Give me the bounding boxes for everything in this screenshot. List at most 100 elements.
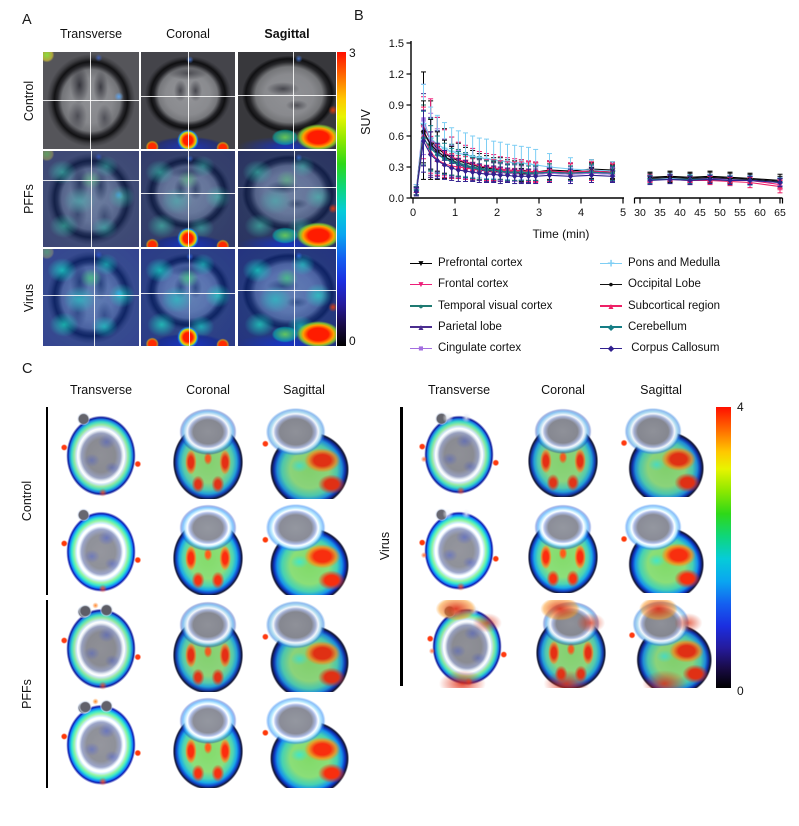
- crosshair-vertical: [293, 249, 295, 346]
- pet-mri-image-pffs-transverse: [43, 151, 139, 247]
- crosshair-horizontal: [238, 94, 336, 96]
- pet-ct-image-virus-sagittal: [617, 503, 705, 593]
- svg-text:SUV: SUV: [359, 108, 373, 134]
- panel-a-column-header: Sagittal: [264, 27, 310, 41]
- panel-c-group-bar-control: [46, 407, 48, 595]
- pet-ct-image-control-coronal: [163, 407, 253, 499]
- panel-c-colorbar: [716, 407, 731, 688]
- panel-c-right-column-header: Sagittal: [640, 383, 682, 397]
- panel-b-chart-area: 0.0 0.3 0.6 0.9 1.2 1.5 0 1 2 3 4 5 30 35 40 45 50 55 60 65…: [350, 0, 799, 250]
- crosshair-horizontal: [238, 186, 336, 188]
- legend-marker-icon: ■: [410, 342, 432, 354]
- legend-line: [600, 262, 622, 265]
- svg-text:1.2: 1.2: [389, 69, 404, 81]
- legend-marker-icon: ▲: [410, 321, 432, 333]
- pet-ct-image-virus-coronal: [518, 503, 608, 593]
- pet-mri-image-virus-coronal: [141, 249, 235, 346]
- legend-line: [600, 326, 622, 328]
- panel-c-left-column-header: Coronal: [186, 383, 230, 397]
- svg-text:60: 60: [754, 207, 766, 219]
- legend-item-cerebellum: ◆ Cerebellum: [600, 318, 687, 336]
- tri-down-icon: ▼: [416, 279, 426, 290]
- legend-line: [600, 305, 622, 307]
- suv-time-activity-chart: 0.00.30.60.91.21.50 1 2 3 4 5 30 35 40 45 50 55 60 65…: [359, 38, 786, 241]
- crosshair-horizontal: [141, 95, 235, 97]
- legend-marker-icon: ▲: [600, 300, 622, 312]
- panel-a-column-header: Transverse: [59, 27, 123, 41]
- plus-icon: +: [607, 255, 615, 271]
- crosshair-vertical: [188, 52, 189, 149]
- panel-c-left-column-header: Sagittal: [283, 383, 325, 397]
- legend-item-frontal-cortex: ▼ Frontal cortex: [410, 275, 508, 293]
- panel-c-group-bar-pffs: [46, 600, 48, 788]
- legend-label: Cerebellum: [628, 320, 687, 333]
- panel-c-colorbar-min: 0: [737, 684, 744, 698]
- pet-ct-image-control-transverse: [55, 503, 147, 595]
- legend-label: Occipital Lobe: [628, 278, 701, 291]
- legend-line: [600, 347, 622, 350]
- pet-ct-image-pffs-sagittal: [258, 696, 350, 788]
- legend-line: [410, 283, 432, 286]
- panel-c-row-label-control: Control: [20, 480, 34, 522]
- square-icon: ■: [418, 342, 424, 353]
- pet-ct-image-virus-transverse: [413, 503, 505, 593]
- legend-label: Corpus Callosum: [628, 342, 720, 355]
- legend-line: [410, 305, 432, 307]
- panel-a-colorbar-max: 3: [349, 46, 356, 60]
- tri-down-icon: ▼: [416, 257, 426, 268]
- legend-item-cingulate-cortex: ■ Cingulate cortex: [410, 339, 521, 357]
- pet-ct-image-virus-sagittal: [625, 600, 713, 688]
- panel-c-right-column-header: Coronal: [541, 383, 585, 397]
- svg-text:35: 35: [654, 207, 666, 219]
- crosshair-horizontal: [43, 179, 139, 181]
- panel-a-row-label-virus: Virus: [22, 283, 36, 312]
- pet-mri-image-control-transverse: [43, 52, 139, 149]
- legend-label: Subcortical region: [628, 299, 721, 312]
- crosshair-horizontal: [141, 193, 235, 195]
- legend-label: Frontal cortex: [438, 278, 509, 291]
- pet-ct-image-control-sagittal: [258, 503, 350, 595]
- panel-c-label: C: [22, 361, 33, 377]
- tri-up-icon: ▲: [606, 300, 616, 311]
- panel-c-colorbar-max: 4: [737, 400, 744, 414]
- panel-c-row-label-virus: Virus: [378, 531, 392, 561]
- svg-text:0: 0: [410, 207, 416, 219]
- pet-ct-image-pffs-sagittal: [258, 600, 350, 692]
- svg-text:0.9: 0.9: [389, 100, 404, 112]
- panel-c-group-bar-virus: [400, 407, 403, 686]
- legend-item-parietal-lobe: ▲ Parietal lobe: [410, 318, 502, 336]
- svg-text:3: 3: [536, 207, 542, 219]
- legend-marker-icon: ●: [600, 278, 622, 290]
- legend-marker-icon: ▼: [410, 257, 432, 269]
- pet-ct-image-control-transverse: [55, 407, 147, 499]
- pet-ct-image-pffs-transverse: [55, 696, 147, 788]
- panel-a-colorbar: [337, 52, 346, 346]
- svg-text:5: 5: [620, 207, 626, 219]
- panel-a-row-label-control: Control: [22, 80, 36, 121]
- crosshair-horizontal: [43, 99, 139, 101]
- legend-item-pons-and-medulla: + Pons and Medulla: [600, 254, 720, 272]
- circle-icon: ●: [418, 300, 424, 311]
- svg-text:65: 65: [774, 207, 786, 219]
- legend-label: Cingulate cortex: [438, 342, 522, 355]
- legend-line: [410, 326, 432, 328]
- pet-ct-image-control-sagittal: [258, 407, 350, 499]
- crosshair-vertical: [293, 151, 295, 247]
- diamond-icon: ◆: [607, 321, 615, 332]
- legend-label: Prefrontal cortex: [438, 257, 523, 269]
- svg-text:2: 2: [494, 207, 500, 219]
- legend-item-occipital-lobe: ● Occipital Lobe: [600, 275, 701, 293]
- crosshair-horizontal: [238, 289, 336, 291]
- svg-text:55: 55: [734, 207, 746, 219]
- circle-icon: ●: [608, 279, 614, 290]
- svg-text:45: 45: [694, 207, 706, 219]
- legend-item-subcortical-region: ▲ Subcortical region: [600, 297, 720, 315]
- legend-line: [410, 262, 432, 265]
- pet-ct-image-virus-transverse: [421, 600, 513, 688]
- diamond-icon: ◆: [607, 342, 615, 353]
- pet-ct-image-virus-coronal: [526, 600, 616, 688]
- svg-text:1: 1: [452, 207, 458, 219]
- pet-ct-image-virus-transverse: [413, 407, 505, 497]
- pet-mri-image-control-sagittal: [238, 52, 336, 149]
